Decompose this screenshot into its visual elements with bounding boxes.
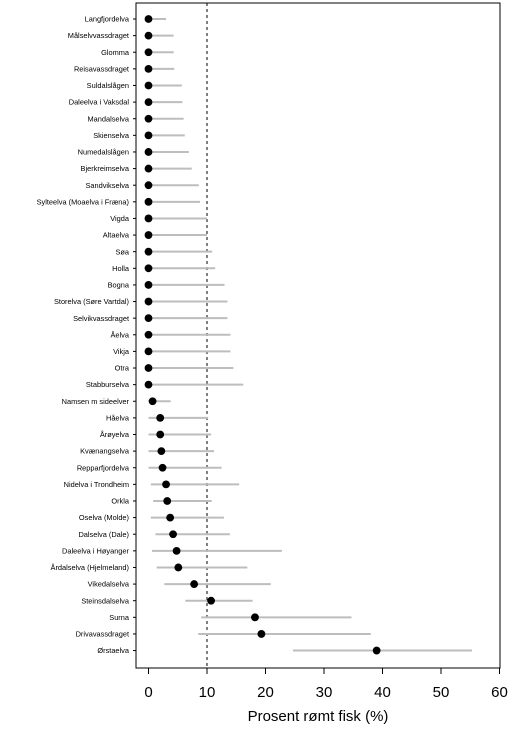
- data-point: [207, 596, 215, 605]
- confidence-interval-layer: [148, 18, 473, 652]
- data-point: [257, 630, 266, 638]
- river-label: Skienselva: [93, 131, 130, 140]
- data-point: [156, 413, 165, 422]
- river-label: Daleelva i Høyanger: [62, 546, 129, 555]
- river-label: Suldalslågen: [87, 81, 129, 90]
- data-point: [144, 131, 153, 140]
- river-label: Holla: [112, 264, 130, 273]
- x-tick-label: 40: [374, 684, 391, 701]
- data-point: [144, 164, 153, 173]
- river-label: Bogna: [108, 281, 130, 290]
- data-point: [144, 181, 153, 190]
- river-label: Mandalselva: [88, 114, 130, 123]
- river-label: Altaelva: [103, 231, 130, 240]
- river-label: Reisavassdraget: [74, 64, 129, 73]
- river-label: Dalselva (Dale): [78, 530, 129, 539]
- river-label: Orkla: [111, 497, 130, 506]
- river-label: Ørstaelva: [97, 646, 130, 655]
- data-point: [144, 15, 153, 23]
- x-tick-label: 20: [257, 684, 274, 701]
- data-point: [144, 148, 153, 156]
- x-tick-label: 60: [491, 684, 508, 701]
- data-point: [172, 546, 181, 555]
- river-label: Målselvvassdraget: [68, 31, 129, 40]
- river-label: Numedalslågen: [78, 148, 129, 157]
- data-point: [166, 513, 175, 522]
- data-point: [162, 480, 170, 489]
- plot-frame: [135, 2, 501, 669]
- river-label: Årøyelva: [100, 430, 130, 439]
- data-point: [251, 613, 259, 622]
- river-label: Storelva (Søre Vartdal): [54, 297, 129, 306]
- river-label: Nidelva i Trondheim: [64, 480, 129, 489]
- data-point: [144, 347, 153, 356]
- river-label: Repparfjordelva: [77, 463, 130, 472]
- x-tick-label: 30: [316, 684, 333, 701]
- river-label: Surna: [109, 613, 130, 622]
- data-point: [156, 430, 165, 439]
- data-point: [144, 81, 153, 90]
- river-label: Daleelva i Vaksdal: [69, 98, 130, 107]
- x-tick-label: 50: [433, 684, 450, 701]
- data-point: [148, 397, 157, 406]
- river-label: Åelva: [111, 330, 130, 339]
- data-point: [144, 364, 153, 372]
- data-point: [157, 447, 166, 456]
- river-label: Søa: [115, 247, 129, 256]
- data-point: [144, 64, 153, 73]
- data-point: [144, 48, 153, 57]
- river-label: Otra: [115, 364, 130, 373]
- river-label: Langfjordelva: [85, 15, 130, 24]
- river-label: Vikedalselva: [88, 580, 130, 589]
- river-label: Håelva: [106, 413, 130, 422]
- data-point: [372, 646, 381, 655]
- river-label: Kvænangselva: [80, 447, 130, 456]
- data-point: [144, 281, 153, 289]
- data-point: [144, 214, 153, 223]
- data-point: [144, 297, 153, 306]
- point-layer: [144, 15, 381, 655]
- data-point: [174, 563, 183, 572]
- river-label: Namsen m sideelver: [62, 397, 130, 406]
- river-label: Stabburselva: [86, 380, 130, 389]
- data-point: [144, 314, 153, 323]
- data-point: [158, 463, 167, 472]
- data-point: [190, 580, 199, 588]
- data-point: [163, 497, 172, 505]
- river-label: Steinsdalselva: [81, 596, 130, 605]
- x-tick-label: 0: [144, 684, 152, 701]
- x-tick-label: 10: [199, 684, 216, 701]
- data-point: [144, 98, 153, 106]
- river-label: Årdalselva (Hjelmeland): [51, 563, 129, 572]
- data-point: [144, 114, 153, 123]
- river-label: Bjerkreimselva: [81, 164, 130, 173]
- river-label: Vikja: [113, 347, 130, 356]
- river-label: Drivavassdraget: [76, 630, 129, 639]
- river-label: Oselva (Molde): [79, 513, 129, 522]
- data-point: [169, 530, 177, 539]
- data-point: [144, 231, 153, 239]
- river-label: Vigda: [110, 214, 130, 223]
- data-point: [144, 380, 153, 389]
- data-point: [144, 330, 153, 339]
- data-point: [144, 197, 153, 206]
- river-label-layer: Langfjordelva Målselvvassdraget Glomma Reis…: [37, 15, 136, 655]
- x-axis-title: Prosent rømt fisk (%): [248, 708, 389, 725]
- data-point: [144, 247, 153, 256]
- river-label: Glomma: [101, 48, 130, 57]
- river-label: Sandvikselva: [85, 181, 129, 190]
- x-axis: 0 10 20 30 40 50 60: [144, 668, 508, 701]
- river-label: Sylteelva (Moaelva i Fræna): [37, 197, 129, 206]
- data-point: [144, 264, 153, 273]
- data-point: [144, 31, 153, 40]
- river-label: Selvikvassdraget: [73, 314, 129, 323]
